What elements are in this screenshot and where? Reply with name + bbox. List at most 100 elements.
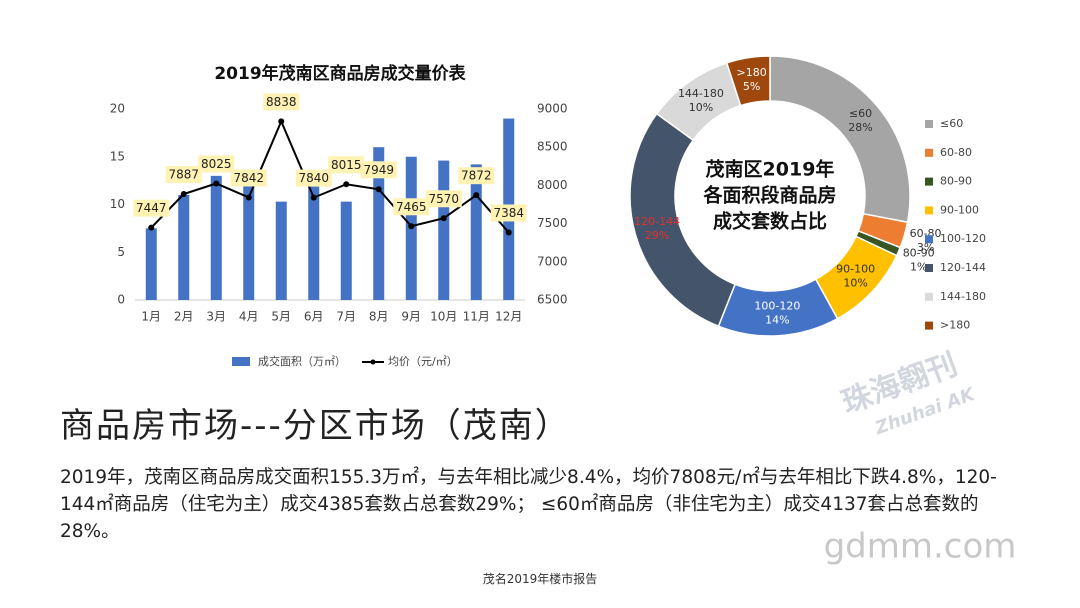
bar (145, 228, 157, 300)
x-tick-label: 3月 (206, 310, 226, 324)
price-point (408, 223, 415, 230)
value-label-box (360, 161, 397, 179)
price-line (150, 118, 510, 234)
chart-title: 2019年茂南区商品房成交量价表 (214, 63, 466, 84)
price-point (375, 186, 382, 193)
legend-label: ≤60 (940, 117, 963, 130)
footer: 茂名2019年楼市报告 (482, 572, 598, 586)
slice-label: 144-180 (678, 87, 724, 100)
legend-swatch (925, 177, 933, 186)
x-tick-label: 6月 (304, 310, 324, 324)
legend-swatch (925, 264, 933, 272)
price-point (148, 224, 155, 231)
value-label: 7840 (298, 171, 329, 185)
slice-label: 80-90 (903, 246, 935, 259)
value-label: 7842 (233, 171, 264, 185)
value-label: 7447 (136, 201, 167, 215)
value-label-box (328, 156, 365, 174)
price-point (473, 192, 480, 199)
y2-tick-label: 8500 (537, 140, 568, 154)
value-label-box (133, 199, 170, 217)
slice-value: 10% (843, 276, 867, 289)
y2-tick-label: 9000 (537, 102, 568, 116)
x-tick-label: 12月 (495, 310, 522, 324)
slice-value: 1% (910, 260, 927, 273)
value-label: 7872 (461, 169, 492, 183)
y-tick-label: 15 (110, 149, 125, 163)
bar (438, 160, 450, 300)
legend-swatch (925, 292, 933, 301)
y-tick-label: 5 (117, 245, 125, 259)
slice-value: 10% (689, 101, 713, 114)
x-tick-label: 11月 (463, 310, 490, 324)
watermark: gdmm.com (824, 527, 1017, 567)
slice-label: 100-120 (754, 299, 800, 312)
legend-label: 80-90 (940, 175, 972, 188)
bar (178, 194, 190, 300)
price-point (440, 215, 447, 222)
price-point (343, 181, 350, 188)
bar (308, 185, 320, 300)
slice-value: 29% (645, 229, 669, 242)
slice-value: 5% (743, 80, 760, 93)
legend-swatch (370, 359, 376, 365)
x-tick-label: 1月 (141, 310, 161, 324)
value-label-box (393, 198, 430, 216)
legend-swatch (925, 120, 933, 128)
value-label: 8025 (201, 157, 232, 171)
value-label-box (295, 169, 332, 187)
y2-tick-label: 8000 (537, 178, 568, 192)
legend-swatch (232, 357, 250, 366)
value-label: 8838 (266, 95, 297, 109)
slice-value: 3% (917, 241, 934, 254)
x-tick-label: 8月 (369, 310, 389, 324)
heading: 商品房市场---分区市场（茂南） (60, 406, 571, 446)
value-label-box (490, 204, 527, 222)
bar (373, 147, 385, 300)
x-tick-label: 7月 (336, 310, 356, 324)
body-text: 2019年，茂南区商品房成交面积155.3万㎡，与去年相比减少8.4%，均价78… (60, 467, 997, 542)
slice-label: ≤60 (849, 107, 872, 120)
donut-title: 各面积段商品房 (702, 184, 836, 207)
price-point (180, 191, 187, 198)
donut-title: 茂南区2019年 (706, 158, 835, 181)
y-tick-label: 10 (110, 197, 125, 211)
value-label-box (458, 167, 495, 185)
price-point (310, 194, 317, 201)
value-label-box (425, 190, 462, 208)
y-tick-label: 20 (110, 102, 125, 116)
legend-label: 成交面积（万㎡） (258, 354, 346, 368)
slice-label: 90-100 (836, 262, 875, 275)
bar (243, 180, 255, 300)
slice-label: >180 (737, 66, 767, 79)
price-point (505, 229, 512, 236)
legend-label: >180 (940, 319, 970, 332)
value-label-box (165, 166, 202, 184)
donut-slice (725, 55, 771, 107)
legend-swatch (925, 148, 933, 157)
x-tick-label: 2月 (174, 310, 194, 324)
y2-tick-label: 7500 (537, 216, 568, 230)
bar (275, 201, 287, 300)
bar (340, 201, 352, 300)
value-label-box (230, 169, 267, 187)
legend-swatch (925, 206, 933, 215)
value-label: 7887 (168, 168, 199, 182)
legend-label: 60-80 (940, 146, 972, 159)
bar (210, 175, 222, 300)
slice-value: 28% (848, 121, 872, 134)
value-label: 7949 (363, 163, 394, 177)
legend-label: 120-144 (940, 261, 986, 274)
bar (470, 164, 482, 300)
legend-label: 100-120 (940, 232, 986, 245)
legend-label: 均价（元/㎡） (388, 355, 458, 368)
value-label: 7570 (428, 192, 459, 206)
legend-swatch (925, 235, 933, 244)
price-point (213, 180, 220, 187)
price-point (278, 118, 285, 125)
x-tick-label: 5月 (271, 310, 291, 324)
legend-label: 90-100 (940, 203, 979, 216)
x-tick-label: 9月 (401, 310, 421, 324)
value-label: 7384 (493, 206, 524, 220)
